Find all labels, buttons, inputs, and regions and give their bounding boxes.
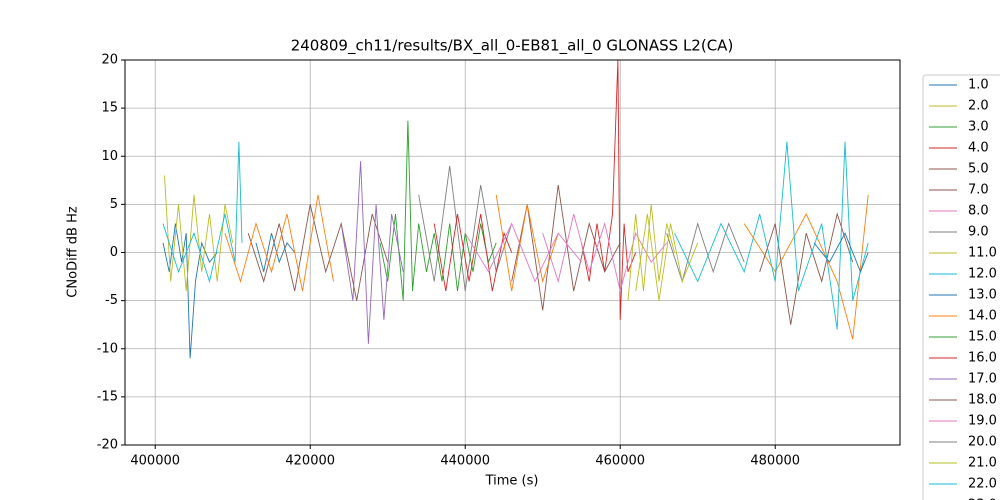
legend-label: 21.0 bbox=[968, 456, 997, 471]
legend-label: 19.0 bbox=[968, 414, 997, 429]
y-tick-label: 15 bbox=[101, 101, 118, 116]
y-tick-label: -5 bbox=[105, 293, 118, 308]
legend-label: 16.0 bbox=[968, 351, 997, 366]
axes-frame bbox=[124, 59, 901, 446]
x-tick-label: 400000 bbox=[130, 454, 180, 469]
y-tick-label: 10 bbox=[101, 149, 118, 164]
x-tick-label: 440000 bbox=[440, 454, 490, 469]
legend-label: 4.0 bbox=[968, 141, 989, 156]
series-line bbox=[464, 222, 582, 283]
plot-area: 400000 420000 440000 460000 480000 -20 -15 -10 -… bbox=[97, 53, 900, 469]
legend-label: 5.0 bbox=[968, 162, 989, 177]
legend-label: 14.0 bbox=[968, 309, 997, 324]
legend-label: 15.0 bbox=[968, 330, 997, 345]
chart-title: 240809_ch11/results/BX_all_0-EB81_all_0 … bbox=[291, 37, 734, 56]
series-line bbox=[224, 194, 869, 340]
legend-label: 12.0 bbox=[968, 267, 997, 282]
x-axis-label: Time (s) bbox=[485, 474, 539, 489]
series-line bbox=[627, 204, 675, 301]
series-line bbox=[666, 222, 745, 283]
y-tick-label: -20 bbox=[97, 438, 118, 453]
series-line bbox=[379, 120, 443, 301]
legend-label: 13.0 bbox=[968, 288, 997, 303]
y-axis-label: CNoDiff dB Hz bbox=[66, 206, 81, 298]
legend-label: 1.0 bbox=[968, 78, 989, 93]
y-tick-label: 5 bbox=[110, 197, 118, 212]
legend-label: 20.0 bbox=[968, 435, 997, 450]
series-line bbox=[511, 185, 621, 311]
legend-label: 23.0 bbox=[968, 498, 997, 500]
legend-label: 17.0 bbox=[968, 372, 997, 387]
series-line bbox=[674, 141, 869, 330]
series-line bbox=[759, 212, 854, 325]
legend-label: 9.0 bbox=[968, 225, 989, 240]
legend-label: 2.0 bbox=[968, 99, 989, 114]
y-tick-label: -10 bbox=[97, 341, 118, 356]
x-tick-label: 460000 bbox=[595, 454, 645, 469]
x-tick-label: 480000 bbox=[750, 454, 800, 469]
y-tick-label: -15 bbox=[97, 389, 118, 404]
legend-label: 22.0 bbox=[968, 477, 997, 492]
series-line bbox=[542, 213, 668, 292]
y-tick-label: 0 bbox=[110, 245, 118, 260]
series-line bbox=[162, 141, 243, 284]
series-line bbox=[162, 223, 218, 359]
series-line bbox=[164, 175, 234, 292]
y-tick-label: 20 bbox=[101, 53, 118, 68]
series-line bbox=[255, 233, 296, 272]
series-line bbox=[340, 161, 404, 344]
series-line bbox=[581, 59, 637, 320]
legend-label: 3.0 bbox=[968, 120, 989, 135]
legend-label: 8.0 bbox=[968, 204, 989, 219]
legend-label: 7.0 bbox=[968, 183, 989, 198]
legend-label: 11.0 bbox=[968, 246, 997, 261]
series-line bbox=[635, 213, 699, 301]
series-line bbox=[813, 232, 869, 274]
legend: 1.0 2.0 3.0 4.0 5.0 7.0 8.0 9.0 11.0 12.0 13.0 14.0… bbox=[929, 78, 997, 500]
legend-box bbox=[922, 74, 1000, 500]
legend-label: 18.0 bbox=[968, 393, 997, 408]
x-tick-label: 420000 bbox=[285, 454, 335, 469]
